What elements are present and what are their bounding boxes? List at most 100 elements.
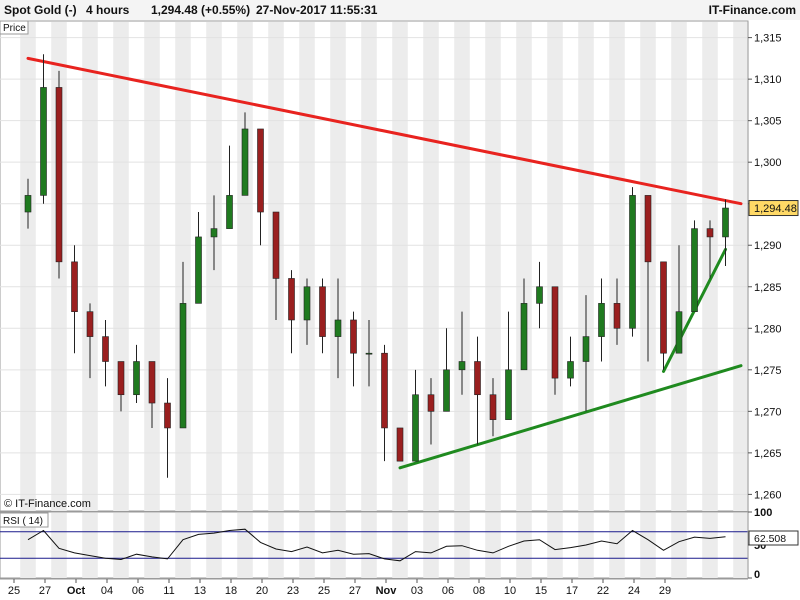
day-shade	[578, 22, 594, 511]
candle-body	[629, 195, 636, 329]
candle-body	[505, 369, 512, 420]
candle-body	[86, 311, 94, 337]
rsi-day-shade	[144, 513, 160, 578]
price-label-box	[0, 20, 29, 35]
rsi-day-shade	[485, 513, 501, 578]
rsi-day-shade	[609, 513, 625, 578]
rsi-label-box	[0, 512, 49, 528]
rsi-day-shade	[423, 513, 439, 578]
candle-body	[381, 352, 388, 429]
last-price-label: 1,294.48	[754, 203, 797, 215]
price-tick-label: 1,290	[754, 240, 782, 252]
day-shade	[82, 22, 98, 511]
price-shading-group	[20, 22, 749, 511]
candle-body	[288, 278, 295, 321]
rsi-day-shade	[299, 513, 315, 578]
rsi-day-shade	[733, 513, 749, 578]
rsi-day-shade	[702, 513, 718, 578]
rsi-day-shade	[206, 513, 222, 578]
candle-body	[226, 195, 233, 229]
rsi-day-shade	[671, 513, 687, 578]
candle-body	[40, 87, 47, 196]
price-axis: 1,260 1,265 1,270 1,275 1,280 1,285 1,290 1,300…	[747, 21, 782, 511]
day-shade	[485, 22, 501, 511]
price-tick-label: 1,305	[754, 116, 782, 128]
x-tick-label: 27	[349, 585, 361, 597]
timestamp-label: 27-Nov-2017 11:55:31	[256, 3, 378, 17]
candle-body	[706, 228, 714, 238]
day-shade	[423, 22, 439, 511]
candle-body	[241, 128, 249, 196]
rsi-day-shade	[20, 513, 36, 578]
rsi-day-shade	[82, 513, 98, 578]
x-tick-label: 13	[194, 585, 206, 597]
candle-body	[195, 236, 202, 304]
price-tick-label: 1,285	[754, 282, 782, 294]
candle-body	[303, 286, 311, 321]
instrument-title: Spot Gold (-)	[4, 3, 77, 17]
x-tick-label: 27	[39, 585, 51, 597]
rsi-last-box: 62.508	[748, 530, 799, 546]
x-tick-label: 25	[8, 585, 20, 597]
price-tick-label: 1,265	[754, 448, 782, 460]
x-tick-label: 10	[504, 585, 516, 597]
candle-body	[55, 87, 63, 263]
day-shade	[144, 22, 160, 511]
day-shade	[113, 22, 129, 511]
rsi-day-shade	[51, 513, 67, 578]
day-shade	[20, 22, 36, 511]
day-shade	[237, 22, 253, 511]
candle-body	[148, 361, 156, 404]
rsi-shading-group	[20, 513, 749, 578]
day-shade	[516, 22, 532, 511]
x-tick-label: 29	[659, 585, 671, 597]
x-tick-label: 06	[442, 585, 454, 597]
x-tick-label: Oct	[67, 585, 86, 597]
price-tick-label: 1,275	[754, 365, 782, 377]
candle-body	[164, 402, 171, 429]
candle-body	[443, 369, 450, 412]
x-tick-label: 20	[256, 585, 268, 597]
rsi-day-shade	[237, 513, 253, 578]
candle-body	[644, 195, 652, 263]
rsi-day-shade	[330, 513, 346, 578]
last-price-box: 1,294.48	[748, 200, 799, 217]
candle-body	[350, 319, 357, 354]
resistance-trendline	[26, 56, 743, 206]
candle-body	[691, 228, 698, 312]
x-tick-label: 17	[566, 585, 578, 597]
candle-body	[613, 303, 621, 329]
rsi-panel: RSI ( 14)	[0, 511, 749, 579]
candle-body	[551, 286, 559, 379]
rsi-day-shade	[640, 513, 656, 578]
candle-body	[582, 336, 590, 362]
candle-body	[319, 286, 326, 337]
candle-body	[412, 394, 419, 462]
x-tick-label: 18	[225, 585, 237, 597]
rsi-day-shade	[516, 513, 532, 578]
candle-body	[179, 303, 187, 429]
price-panel-label: Price	[3, 23, 26, 34]
candle-body	[660, 261, 667, 354]
day-shade	[330, 22, 346, 511]
rsi-panel-label: RSI ( 14)	[3, 516, 43, 527]
price-panel: Price © IT-Finance.com	[0, 20, 749, 512]
candle-body	[536, 286, 543, 304]
rsi-day-shade	[268, 513, 284, 578]
candle-body	[71, 261, 78, 312]
candle-body	[675, 311, 683, 354]
x-tick-label: 25	[318, 585, 330, 597]
rsi-line	[27, 528, 726, 562]
header-bar: Spot Gold (-) 4 hours 1,294.48 (+0.55%) …	[0, 0, 800, 20]
rsi-day-shade	[113, 513, 129, 578]
candle-body	[272, 211, 280, 279]
day-shade	[547, 22, 563, 511]
support-trendline	[398, 364, 743, 470]
x-axis: 25 27 Oct 04 06 11 13 18 20 23 25 27 Nov 03 06 08 10 15 17…	[0, 578, 748, 597]
day-shade	[733, 22, 749, 511]
candle-body	[598, 303, 605, 337]
candle-body	[489, 394, 497, 420]
x-tick-label: 15	[535, 585, 547, 597]
rsi-day-shade	[175, 513, 191, 578]
